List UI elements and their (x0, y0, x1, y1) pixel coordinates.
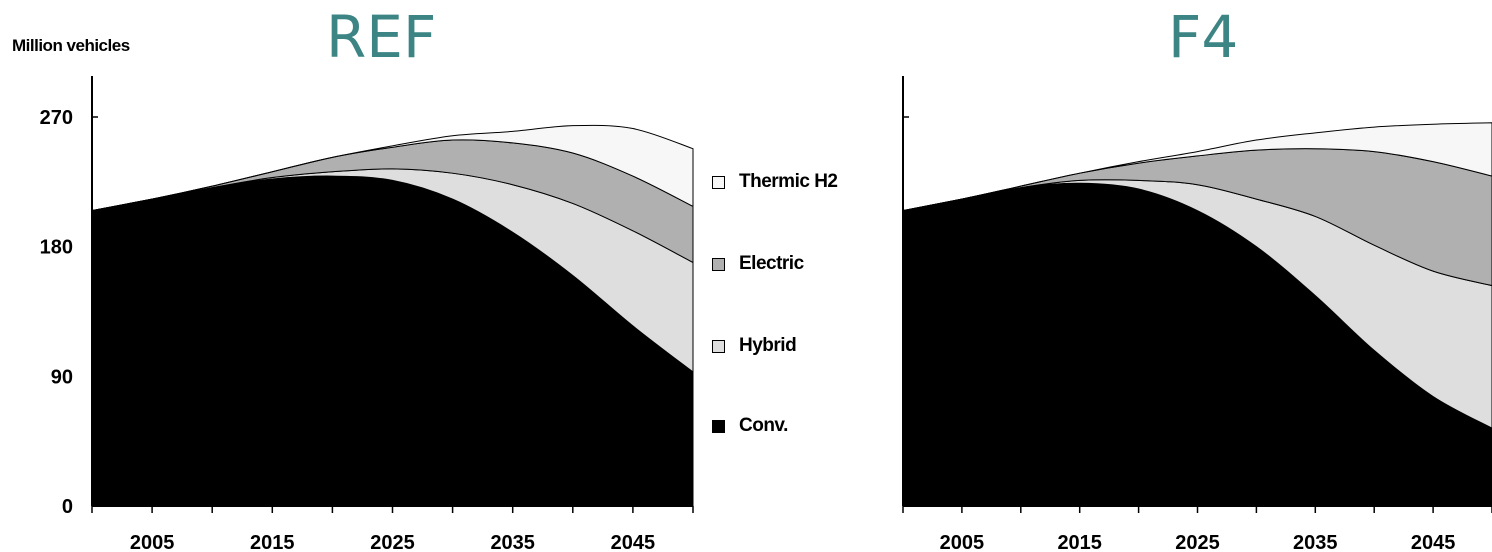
x-tick-label-2035-f4: 2035 (1293, 532, 1338, 552)
legend-swatch-hybrid (712, 339, 725, 353)
x-tick-label-2045-f4: 2045 (1411, 532, 1456, 552)
legend-label-thermic-h2: Thermic H2 (739, 171, 838, 192)
chart-title-f4: F4 (1168, 3, 1239, 71)
x-tick-label-2005-f4: 2005 (940, 532, 985, 552)
x-tick-label-2045-ref: 2045 (611, 532, 656, 552)
y-tick-label-90: 90 (51, 366, 73, 388)
x-tick-label-2025-ref: 2025 (370, 532, 415, 552)
legend-item-electric: Electric (712, 252, 912, 276)
y-axis-title: Million vehicles (12, 36, 130, 55)
x-tick-label-2015-ref: 2015 (250, 532, 295, 552)
legend-item-conv: Conv. (712, 414, 912, 438)
y-tick-label-0: 0 (62, 496, 73, 518)
area-thermic-h2-ref (91, 124, 694, 212)
x-tick-label-2035-ref: 2035 (490, 532, 535, 552)
y-tick-label-180: 180 (40, 237, 73, 259)
legend-swatch-thermic-h2 (712, 175, 725, 189)
legend-label-electric: Electric (739, 253, 804, 274)
x-tick-label-2015-f4: 2015 (1057, 532, 1102, 552)
y-tick-label-270: 270 (40, 107, 73, 129)
chart-title-ref: REF (326, 3, 437, 71)
legend-label-conv: Conv. (739, 415, 788, 436)
x-tick-label-2025-f4: 2025 (1175, 532, 1220, 552)
legend-swatch-conv (712, 419, 725, 433)
area-thermic-h2-f4 (902, 122, 1492, 212)
legend-item-thermic-h2: Thermic H2 (712, 170, 912, 194)
legend-item-hybrid: Hybrid (712, 334, 912, 358)
legend-label-hybrid: Hybrid (739, 335, 797, 356)
legend-swatch-electric (712, 257, 725, 271)
x-tick-label-2005-ref: 2005 (130, 532, 175, 552)
